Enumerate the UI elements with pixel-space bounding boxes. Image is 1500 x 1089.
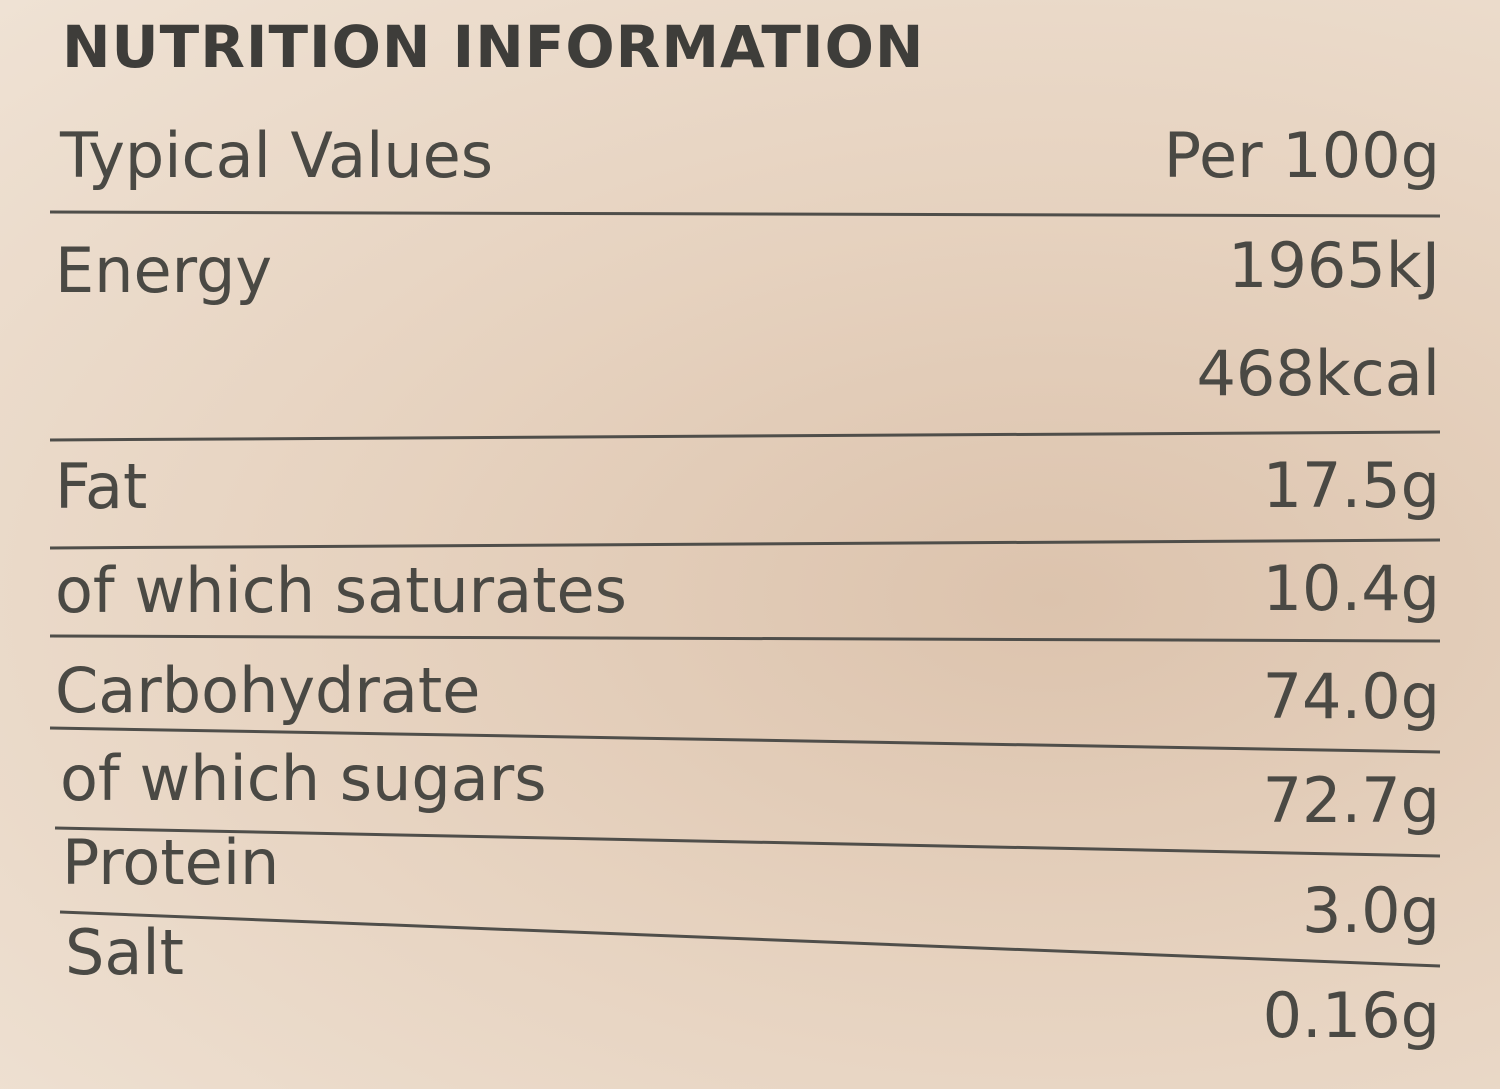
row-value: 0.16g [1262, 979, 1440, 1052]
row-label: Protein [62, 826, 280, 899]
rule [54, 826, 1441, 858]
title: NUTRITION INFORMATION [62, 13, 925, 81]
row-label: Salt [65, 916, 184, 989]
rule [49, 538, 1441, 550]
row-label: of which sugars [60, 742, 547, 815]
rule [59, 910, 1441, 968]
header-label: Typical Values [60, 119, 494, 192]
row-value: 10.4g [1262, 552, 1440, 625]
row-value: 3.0g [1302, 874, 1440, 947]
row-label: Carbohydrate [55, 654, 481, 727]
row-value: 74.0g [1262, 660, 1440, 733]
rule [49, 430, 1441, 442]
row-value: 1965kJ [1228, 229, 1440, 302]
row-value: 17.5g [1262, 449, 1440, 522]
row-value: 72.7g [1262, 764, 1440, 837]
row-label: of which saturates [55, 554, 627, 627]
row-label: Fat [55, 450, 148, 523]
rule [49, 726, 1441, 754]
rule [49, 634, 1441, 643]
row-value: 468kcal [1196, 337, 1440, 410]
row-label: Energy [55, 234, 273, 307]
rule [49, 210, 1441, 218]
header-value: Per 100g [1163, 119, 1440, 192]
